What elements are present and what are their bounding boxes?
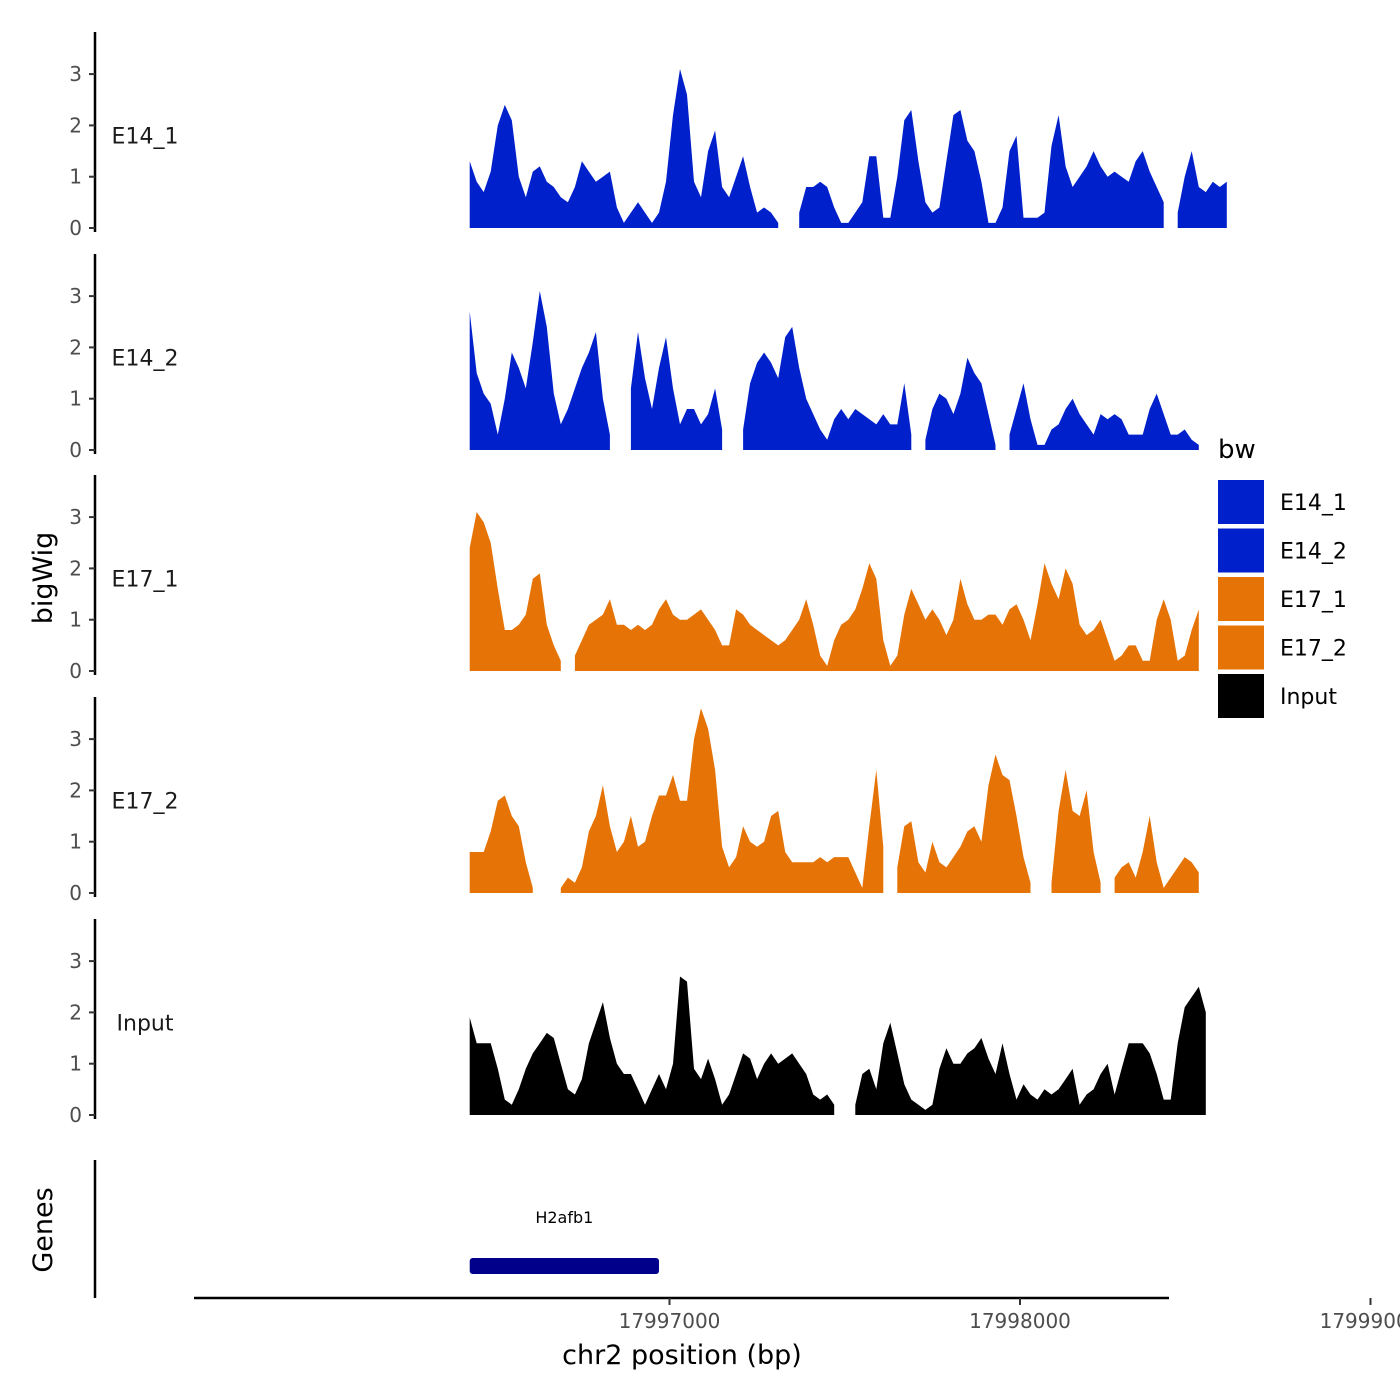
legend-key-Input (1218, 674, 1264, 718)
track-panels: 0 1 2 3 E14_1 0 1 2 3 E14_2 0 1 2 3 E17_1 0 1 2 3 E17_2 0 1 2 3… (69, 32, 1227, 1127)
track-E17_1: 0 1 2 3 E17_1 (69, 475, 1199, 683)
legend: bw E14_1 E14_2 E17_1 E17_2 Input (1218, 435, 1347, 718)
track-Input: 0 1 2 3 Input (69, 919, 1206, 1127)
track-E14_2: 0 1 2 3 E14_2 (69, 254, 1199, 462)
gene-label-H2afb1: H2afb1 (535, 1208, 593, 1227)
y-tick-label: 0 (69, 659, 82, 683)
x-tick-label: 17997000 (619, 1309, 721, 1333)
x-tick-label: 17998000 (969, 1309, 1071, 1333)
track-label-E14_2: E14_2 (112, 347, 179, 372)
y-tick-label: 2 (69, 113, 82, 137)
track-label-E17_2: E17_2 (112, 790, 179, 815)
y-tick-label: 3 (69, 727, 82, 751)
y-tick-label: 3 (69, 62, 82, 86)
x-tick-label: 17999000 (1320, 1309, 1400, 1333)
area-E14_1 (469, 69, 1227, 228)
y-tick-label: 2 (69, 778, 82, 802)
legend-key-E14_2 (1218, 528, 1264, 573)
legend-key-E17_1 (1218, 577, 1264, 621)
area-Input (469, 976, 1206, 1115)
area-E14_2 (469, 291, 1199, 450)
x-axis: 17997000 17998000 17999000 (194, 1296, 1400, 1333)
x-axis-title: chr2 position (bp) (562, 1340, 802, 1371)
y-tick-label: 2 (69, 556, 82, 580)
track-E17_2: 0 1 2 3 E17_2 (69, 697, 1199, 905)
legend-title: bw (1218, 435, 1256, 465)
track-label-Input: Input (117, 1012, 174, 1037)
gene-H2afb1 (469, 1258, 659, 1274)
area-E17_2 (469, 708, 1199, 893)
y-tick-label: 3 (69, 505, 82, 529)
y-tick-label: 1 (69, 387, 82, 411)
y-tick-label: 0 (69, 1103, 82, 1127)
area-E17_1 (469, 512, 1199, 671)
legend-key-E17_2 (1218, 625, 1264, 670)
track-E14_1: 0 1 2 3 E14_1 (69, 32, 1227, 240)
y-tick-label: 3 (69, 284, 82, 308)
legend-label-E17_2: E17_2 (1280, 637, 1347, 662)
y-tick-label: 2 (69, 1000, 82, 1024)
legend-key-E14_1 (1218, 480, 1264, 524)
legend-label-E14_1: E14_1 (1280, 491, 1347, 516)
y-tick-label: 0 (69, 881, 82, 905)
genes-axis-title: Genes (28, 1187, 59, 1272)
y-axis-title: bigWig (28, 532, 59, 625)
y-tick-label: 0 (69, 216, 82, 240)
y-tick-label: 3 (69, 949, 82, 973)
y-tick-label: 2 (69, 335, 82, 359)
y-tick-label: 1 (69, 830, 82, 854)
legend-label-E14_2: E14_2 (1280, 540, 1347, 565)
track-label-E14_1: E14_1 (112, 125, 179, 150)
y-tick-label: 1 (69, 165, 82, 189)
legend-label-E17_1: E17_1 (1280, 588, 1347, 613)
gene-panel: H2afb1 (93, 1160, 659, 1298)
y-tick-label: 1 (69, 1052, 82, 1076)
track-label-E17_1: E17_1 (112, 568, 179, 593)
y-tick-label: 0 (69, 438, 82, 462)
y-tick-label: 1 (69, 608, 82, 632)
legend-label-Input: Input (1280, 685, 1337, 710)
